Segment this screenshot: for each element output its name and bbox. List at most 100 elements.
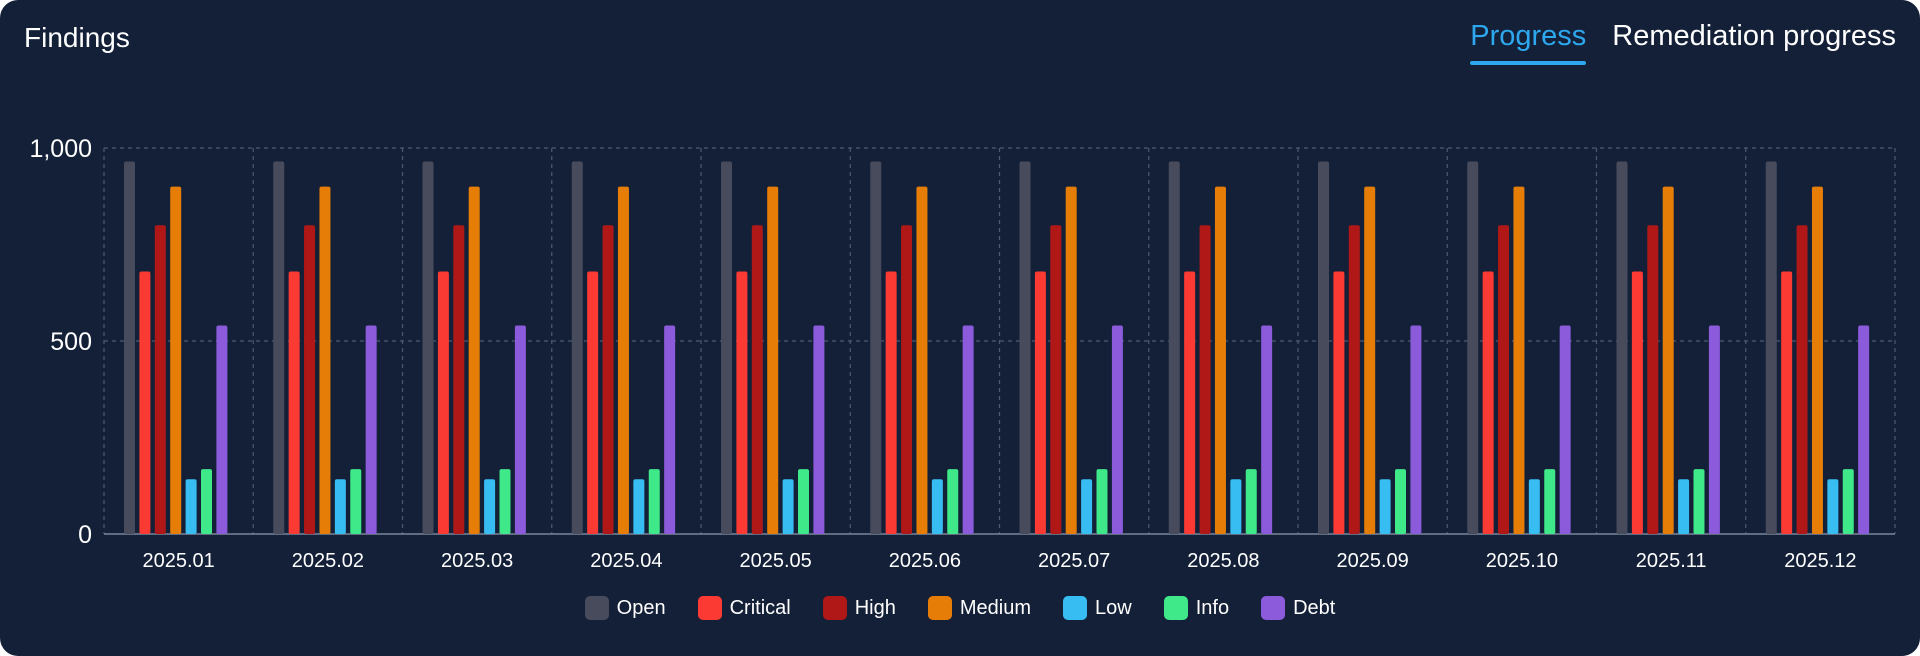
bar-critical-2025.04[interactable]	[587, 271, 599, 534]
legend-item-medium[interactable]: Medium	[927, 596, 1032, 620]
bar-low-2025.12[interactable]	[1827, 479, 1839, 534]
bar-low-2025.11[interactable]	[1678, 479, 1690, 534]
bar-critical-2025.07[interactable]	[1034, 271, 1046, 534]
bar-high-2025.09[interactable]	[1348, 225, 1360, 534]
legend-label: Critical	[729, 596, 791, 619]
bar-high-2025.06[interactable]	[901, 225, 913, 534]
bar-critical-2025.05[interactable]	[736, 271, 748, 534]
x-tick-label: 2025.05	[739, 550, 811, 572]
bar-low-2025.04[interactable]	[633, 479, 645, 534]
bar-high-2025.05[interactable]	[751, 225, 763, 534]
bar-critical-2025.12[interactable]	[1781, 271, 1793, 534]
bar-open-2025.07[interactable]	[1019, 161, 1031, 534]
bar-high-2025.07[interactable]	[1050, 225, 1062, 534]
bar-critical-2025.09[interactable]	[1333, 271, 1345, 534]
bar-low-2025.10[interactable]	[1528, 479, 1540, 534]
bar-low-2025.02[interactable]	[334, 479, 346, 534]
bar-medium-2025.04[interactable]	[617, 186, 629, 534]
bar-info-2025.02[interactable]	[350, 469, 362, 534]
bar-critical-2025.03[interactable]	[437, 271, 449, 534]
bar-open-2025.06[interactable]	[870, 161, 882, 534]
bar-debt-2025.01[interactable]	[216, 325, 228, 534]
bar-critical-2025.11[interactable]	[1631, 271, 1643, 534]
bar-info-2025.08[interactable]	[1245, 469, 1257, 534]
bar-debt-2025.11[interactable]	[1708, 325, 1720, 534]
bar-medium-2025.11[interactable]	[1662, 186, 1674, 534]
bar-info-2025.05[interactable]	[798, 469, 809, 534]
bar-debt-2025.06[interactable]	[962, 325, 974, 534]
legend-item-low[interactable]: Low	[1063, 596, 1132, 620]
bar-info-2025.10[interactable]	[1544, 469, 1556, 534]
bar-high-2025.01[interactable]	[154, 225, 166, 534]
bar-debt-2025.04[interactable]	[664, 325, 676, 534]
legend-item-high[interactable]: High	[822, 596, 896, 620]
bar-open-2025.04[interactable]	[571, 161, 583, 534]
bar-high-2025.08[interactable]	[1199, 225, 1211, 534]
bar-open-2025.05[interactable]	[721, 161, 732, 534]
bar-info-2025.07[interactable]	[1096, 469, 1108, 534]
bar-info-2025.11[interactable]	[1693, 469, 1705, 534]
bar-medium-2025.06[interactable]	[916, 186, 928, 534]
bar-info-2025.12[interactable]	[1842, 469, 1854, 534]
bar-debt-2025.05[interactable]	[813, 325, 825, 534]
legend-item-info[interactable]: Info	[1163, 596, 1229, 620]
bar-open-2025.02[interactable]	[273, 161, 285, 534]
bar-medium-2025.05[interactable]	[767, 186, 779, 534]
bar-high-2025.11[interactable]	[1647, 225, 1659, 534]
bar-info-2025.06[interactable]	[947, 469, 959, 534]
bar-medium-2025.03[interactable]	[468, 186, 480, 534]
bar-debt-2025.02[interactable]	[365, 325, 377, 534]
bar-open-2025.10[interactable]	[1467, 161, 1479, 534]
bar-critical-2025.02[interactable]	[288, 271, 300, 534]
legend-label: Medium	[959, 596, 1032, 619]
bar-critical-2025.01[interactable]	[139, 271, 151, 534]
bar-medium-2025.02[interactable]	[319, 186, 331, 534]
bar-high-2025.02[interactable]	[304, 225, 316, 534]
bar-low-2025.03[interactable]	[484, 479, 496, 534]
bar-debt-2025.10[interactable]	[1559, 325, 1571, 534]
bar-open-2025.12[interactable]	[1765, 161, 1777, 534]
bar-high-2025.10[interactable]	[1498, 225, 1510, 534]
bar-medium-2025.08[interactable]	[1214, 186, 1226, 534]
bar-medium-2025.09[interactable]	[1364, 186, 1376, 534]
bar-open-2025.01[interactable]	[124, 161, 135, 534]
bar-low-2025.09[interactable]	[1379, 479, 1391, 534]
bar-debt-2025.09[interactable]	[1410, 325, 1422, 534]
bar-open-2025.09[interactable]	[1318, 161, 1329, 534]
bar-high-2025.03[interactable]	[453, 225, 465, 534]
bar-info-2025.04[interactable]	[648, 469, 660, 534]
bar-debt-2025.08[interactable]	[1261, 325, 1273, 534]
bar-low-2025.05[interactable]	[782, 479, 794, 534]
tab-remediation-progress[interactable]: Remediation progress	[1612, 20, 1896, 52]
tab-progress[interactable]: Progress	[1470, 20, 1587, 65]
bar-medium-2025.01[interactable]	[170, 186, 182, 534]
bar-info-2025.09[interactable]	[1395, 469, 1406, 534]
bar-medium-2025.10[interactable]	[1513, 186, 1525, 534]
bar-info-2025.01[interactable]	[201, 469, 212, 534]
bar-debt-2025.07[interactable]	[1111, 325, 1123, 534]
bar-critical-2025.08[interactable]	[1184, 271, 1196, 534]
bar-open-2025.08[interactable]	[1168, 161, 1180, 534]
bar-low-2025.08[interactable]	[1230, 479, 1242, 534]
bar-critical-2025.06[interactable]	[885, 271, 897, 534]
bar-low-2025.06[interactable]	[931, 479, 943, 534]
bar-medium-2025.12[interactable]	[1811, 186, 1823, 534]
bar-critical-2025.10[interactable]	[1482, 271, 1494, 534]
bar-low-2025.07[interactable]	[1081, 479, 1093, 534]
bar-high-2025.12[interactable]	[1796, 225, 1808, 534]
bar-medium-2025.07[interactable]	[1065, 186, 1077, 534]
bar-debt-2025.12[interactable]	[1858, 325, 1870, 534]
legend-item-debt[interactable]: Debt	[1261, 596, 1335, 620]
x-tick-label: 2025.12	[1784, 550, 1856, 572]
bar-open-2025.03[interactable]	[422, 161, 434, 534]
x-tick-label: 2025.01	[142, 550, 214, 572]
bar-high-2025.04[interactable]	[602, 225, 614, 534]
bar-debt-2025.03[interactable]	[514, 325, 526, 534]
bar-low-2025.01[interactable]	[185, 479, 197, 534]
bar-info-2025.03[interactable]	[499, 469, 511, 534]
x-tick-label: 2025.02	[292, 550, 364, 572]
bar-open-2025.11[interactable]	[1616, 161, 1628, 534]
legend-item-critical[interactable]: Critical	[697, 596, 791, 620]
legend-item-open[interactable]: Open	[584, 596, 666, 620]
legend-label: Open	[616, 596, 666, 619]
